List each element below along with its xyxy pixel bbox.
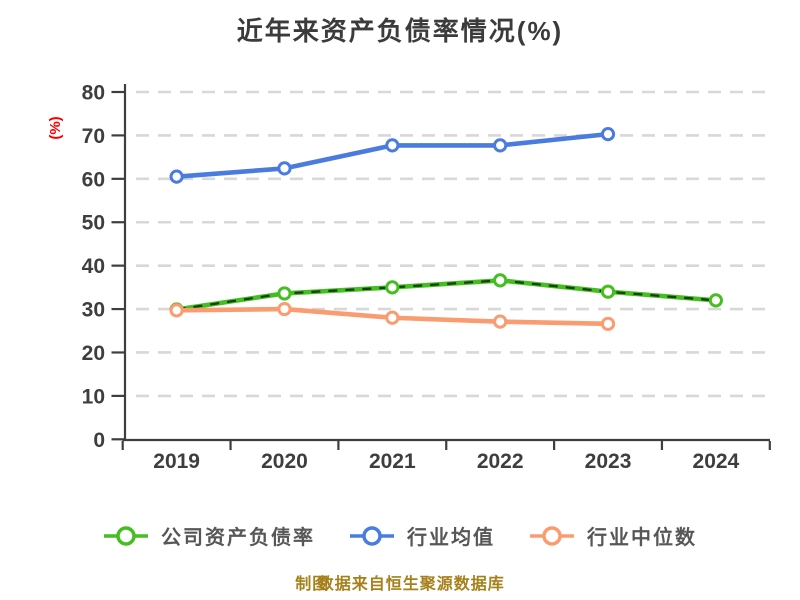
svg-text:50: 50: [82, 212, 105, 235]
y-tick-labels: 0 10 20 30 40 50 60 70 80: [82, 82, 105, 452]
legend-label-industry-median: 行业中位数: [587, 527, 697, 549]
axes: [122, 84, 770, 442]
data-point-marker: [493, 314, 508, 329]
svg-text:2021: 2021: [369, 450, 416, 473]
legend-label-industry-mean: 行业均值: [407, 527, 495, 549]
x-tick-labels: 2019 2020 2021 2022 2023 2024: [153, 450, 739, 473]
data-point-marker: [169, 303, 184, 318]
footer-source: 制图数据来自恒生聚源数据库: [0, 570, 800, 594]
legend-item-industry-mean: 行业均值: [349, 521, 495, 550]
series-2: [169, 301, 616, 331]
svg-text:40: 40: [82, 255, 105, 278]
y-axis-unit-label: (%): [47, 116, 64, 139]
data-point-marker: [277, 161, 292, 176]
data-point-marker: [708, 293, 723, 308]
svg-text:2020: 2020: [261, 450, 308, 473]
data-point-marker: [600, 316, 616, 331]
legend-marker-company-icon: [104, 525, 148, 546]
data-point-marker: [277, 301, 292, 317]
data-point-marker: [385, 138, 400, 153]
data-point-marker: [493, 273, 508, 288]
data-point-marker: [385, 280, 400, 295]
footer-text-source: 数据来自恒生聚源数据库: [317, 576, 505, 593]
svg-text:2019: 2019: [153, 450, 200, 473]
svg-text:10: 10: [82, 385, 105, 408]
svg-text:2023: 2023: [585, 450, 632, 473]
footer-text-prefix: 制图: [295, 576, 330, 593]
svg-text:2024: 2024: [693, 450, 740, 473]
series-1: [169, 127, 616, 184]
data-point-marker: [600, 284, 616, 299]
svg-text:20: 20: [82, 342, 105, 365]
legend-label-company: 公司资产负债率: [161, 527, 315, 549]
svg-text:2022: 2022: [477, 450, 524, 473]
svg-text:60: 60: [82, 168, 105, 191]
chart-title: 近年来资产负债率情况(%): [236, 16, 564, 46]
svg-text:80: 80: [82, 82, 105, 105]
axis-ticks: [111, 90, 771, 450]
plot-area: 0 10 20 30 40 50 60 70 80 2019 2020 2021 2022 2023 202…: [47, 82, 772, 473]
svg-text:30: 30: [82, 299, 105, 322]
legend-marker-industry-mean-icon: [350, 525, 394, 546]
series-overlay-dashed-0: [176, 279, 716, 311]
legend: 公司资产负债率 行业均值 行业中位数: [0, 521, 800, 550]
svg-text:70: 70: [82, 125, 105, 148]
legend-marker-industry-median-icon: [530, 525, 574, 546]
svg-text:0: 0: [93, 429, 105, 452]
data-point-marker: [385, 310, 400, 325]
grid-lines: [136, 90, 772, 398]
data-point-marker: [600, 127, 616, 142]
legend-item-company: 公司资产负债率: [103, 521, 315, 550]
data-point-marker: [493, 138, 508, 153]
data-point-marker: [277, 286, 292, 301]
data-point-marker: [169, 169, 184, 184]
legend-item-industry-median: 行业中位数: [529, 521, 697, 550]
